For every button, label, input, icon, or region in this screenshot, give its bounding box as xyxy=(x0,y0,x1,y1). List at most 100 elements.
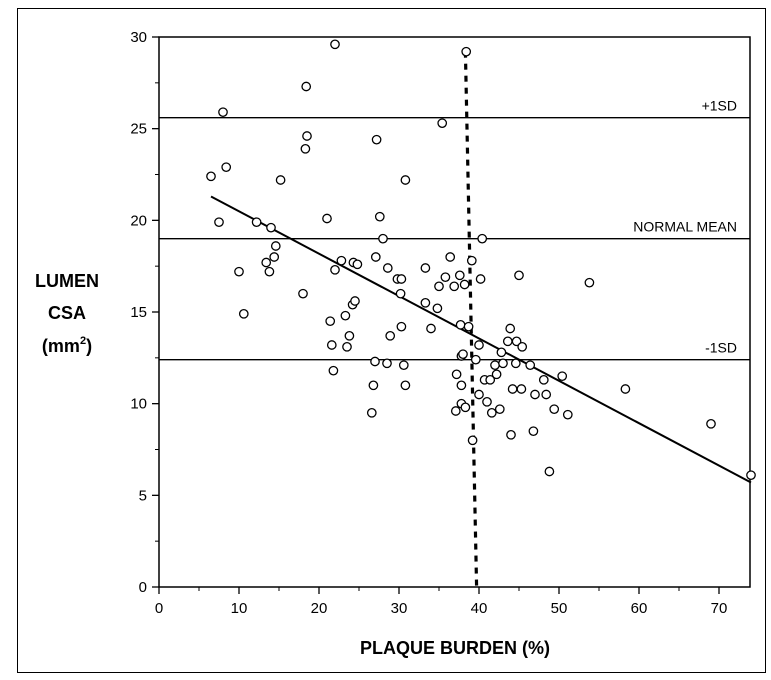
data-point xyxy=(398,360,409,371)
data-point xyxy=(459,279,470,290)
y-tick-label: 15 xyxy=(130,304,147,321)
y-axis-label-unit-suffix: ) xyxy=(86,336,92,356)
data-point xyxy=(620,384,631,394)
data-point xyxy=(505,323,516,334)
data-point xyxy=(440,272,451,283)
data-point xyxy=(485,374,496,385)
data-point xyxy=(420,263,431,273)
data-point xyxy=(302,131,312,141)
reference-line-label-0: +1SD xyxy=(702,98,737,114)
data-point xyxy=(432,303,443,314)
data-point xyxy=(450,406,461,416)
data-point xyxy=(218,107,228,118)
data-point xyxy=(238,308,249,319)
reference-line-label-2: -1SD xyxy=(705,340,737,356)
data-point xyxy=(496,347,507,358)
data-point xyxy=(455,319,466,330)
data-point xyxy=(378,233,388,244)
data-point xyxy=(261,257,272,268)
data-point xyxy=(426,323,436,334)
data-point xyxy=(370,252,381,262)
y-axis-label-unit-prefix: (mm xyxy=(42,336,80,356)
data-point xyxy=(525,360,536,371)
data-point xyxy=(516,384,527,394)
data-point xyxy=(434,281,444,292)
data-point xyxy=(511,336,522,347)
figure-border xyxy=(17,8,766,673)
data-point xyxy=(382,263,393,273)
data-point xyxy=(264,266,275,277)
threshold-line-group xyxy=(463,51,479,588)
y-axis: 0 5 10 15 20 25 30 xyxy=(130,29,159,596)
data-point xyxy=(298,288,308,299)
data-point xyxy=(266,222,276,233)
data-point xyxy=(482,396,492,407)
data-point xyxy=(326,340,337,350)
data-point xyxy=(269,252,280,262)
data-point xyxy=(270,241,281,251)
data-point xyxy=(477,233,488,244)
y-tick-label: 30 xyxy=(130,29,147,46)
data-point xyxy=(344,330,355,341)
x-axis-label: PLAQUE BURDEN (%) xyxy=(360,638,550,658)
data-point xyxy=(330,39,340,50)
data-point xyxy=(514,270,524,281)
x-tick-label: 10 xyxy=(231,600,248,617)
y-axis-label-line1: LUMEN xyxy=(35,271,99,291)
data-point xyxy=(454,270,465,281)
data-point xyxy=(461,46,472,57)
data-point xyxy=(544,466,555,477)
data-points-group xyxy=(206,39,756,481)
data-point xyxy=(451,369,462,380)
data-point xyxy=(437,118,448,129)
y-axis-label-unit-sup: 2 xyxy=(80,335,86,347)
y-tick-label: 10 xyxy=(130,396,147,413)
data-point xyxy=(562,409,573,420)
data-point xyxy=(463,321,474,332)
data-point xyxy=(336,255,347,266)
data-point xyxy=(368,380,379,391)
data-point xyxy=(330,264,340,275)
data-point xyxy=(352,259,363,270)
data-point xyxy=(584,277,595,288)
data-point xyxy=(370,356,380,367)
data-point xyxy=(366,407,377,418)
data-point xyxy=(502,336,513,347)
y-tick-label: 20 xyxy=(130,212,147,229)
data-point xyxy=(557,371,568,382)
data-point xyxy=(467,435,478,446)
threshold-dotted-line xyxy=(463,51,479,588)
data-point xyxy=(371,134,382,145)
x-axis: 0 10 20 30 40 50 60 70 xyxy=(155,587,727,617)
data-point xyxy=(251,217,262,228)
data-point xyxy=(340,310,351,321)
y-tick-label: 5 xyxy=(139,487,147,504)
y-axis-label-line3: (mm2) xyxy=(42,335,92,356)
data-point xyxy=(538,374,549,385)
data-point xyxy=(400,380,411,391)
data-point xyxy=(507,384,518,394)
x-tick-label: 30 xyxy=(391,600,408,617)
data-point xyxy=(342,341,352,352)
data-point xyxy=(206,171,216,182)
data-point xyxy=(374,211,385,222)
data-point xyxy=(541,389,552,400)
data-point xyxy=(460,402,471,413)
data-point xyxy=(301,81,312,92)
data-point xyxy=(221,162,232,173)
data-point xyxy=(300,143,311,154)
data-point xyxy=(474,340,484,350)
data-point xyxy=(506,429,516,440)
data-point xyxy=(490,360,500,371)
y-tick-label: 0 xyxy=(139,579,147,596)
data-point xyxy=(470,354,481,365)
reference-line-label-1: NORMAL MEAN xyxy=(633,219,737,235)
data-point xyxy=(350,296,360,306)
reference-lines-group: +1SD NORMAL MEAN -1SD xyxy=(159,98,750,361)
data-point xyxy=(328,365,339,376)
data-point xyxy=(420,297,431,308)
data-point xyxy=(458,349,468,360)
x-tick-label: 20 xyxy=(311,600,328,617)
